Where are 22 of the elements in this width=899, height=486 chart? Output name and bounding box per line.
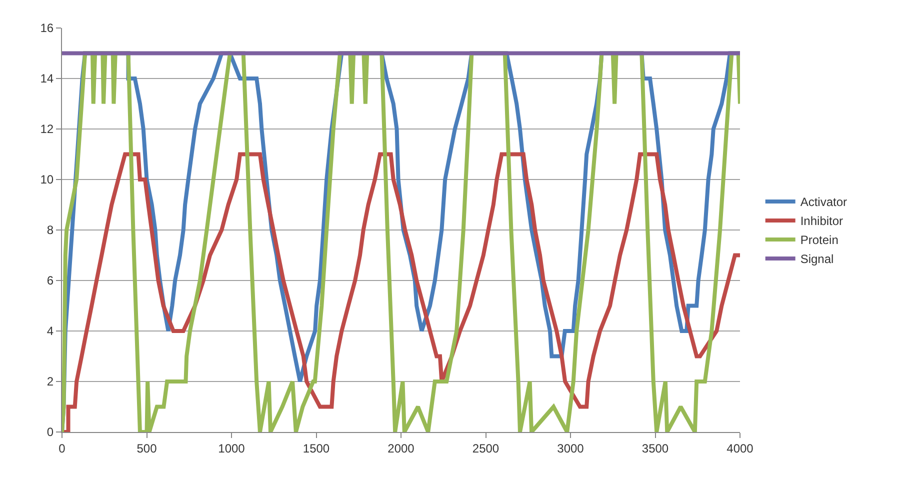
x-tick-label: 0: [58, 441, 66, 456]
y-tick-label: 0: [46, 425, 54, 440]
y-tick-label: 12: [40, 122, 54, 136]
y-tick-label: 8: [46, 223, 54, 238]
legend-label: Activator: [800, 195, 848, 210]
y-tick-label: 6: [46, 274, 54, 288]
x-tick-label: 4000: [726, 441, 754, 456]
x-tick-label: 3500: [642, 441, 669, 456]
x-tick-label: 2500: [472, 441, 500, 456]
y-tick-label: 10: [40, 172, 54, 187]
y-tick-label: 14: [40, 72, 54, 86]
x-tick-label: 500: [136, 441, 158, 456]
y-tick-label: 16: [40, 21, 54, 36]
x-tick-label: 1500: [302, 441, 330, 456]
x-tick-label: 3000: [557, 441, 584, 456]
y-tick-label: 2: [46, 374, 54, 389]
legend-label: Signal: [800, 252, 834, 266]
y-tick-label: 4: [46, 324, 54, 338]
x-tick-label: 2000: [388, 441, 415, 456]
x-tick-label: 1000: [218, 441, 246, 456]
legend-label: Protein: [800, 233, 838, 248]
legend-label: Inhibitor: [800, 214, 844, 228]
